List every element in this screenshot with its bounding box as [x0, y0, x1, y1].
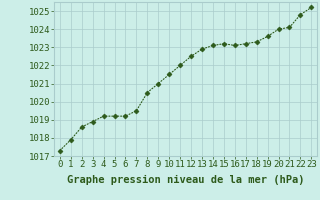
- X-axis label: Graphe pression niveau de la mer (hPa): Graphe pression niveau de la mer (hPa): [67, 175, 304, 185]
